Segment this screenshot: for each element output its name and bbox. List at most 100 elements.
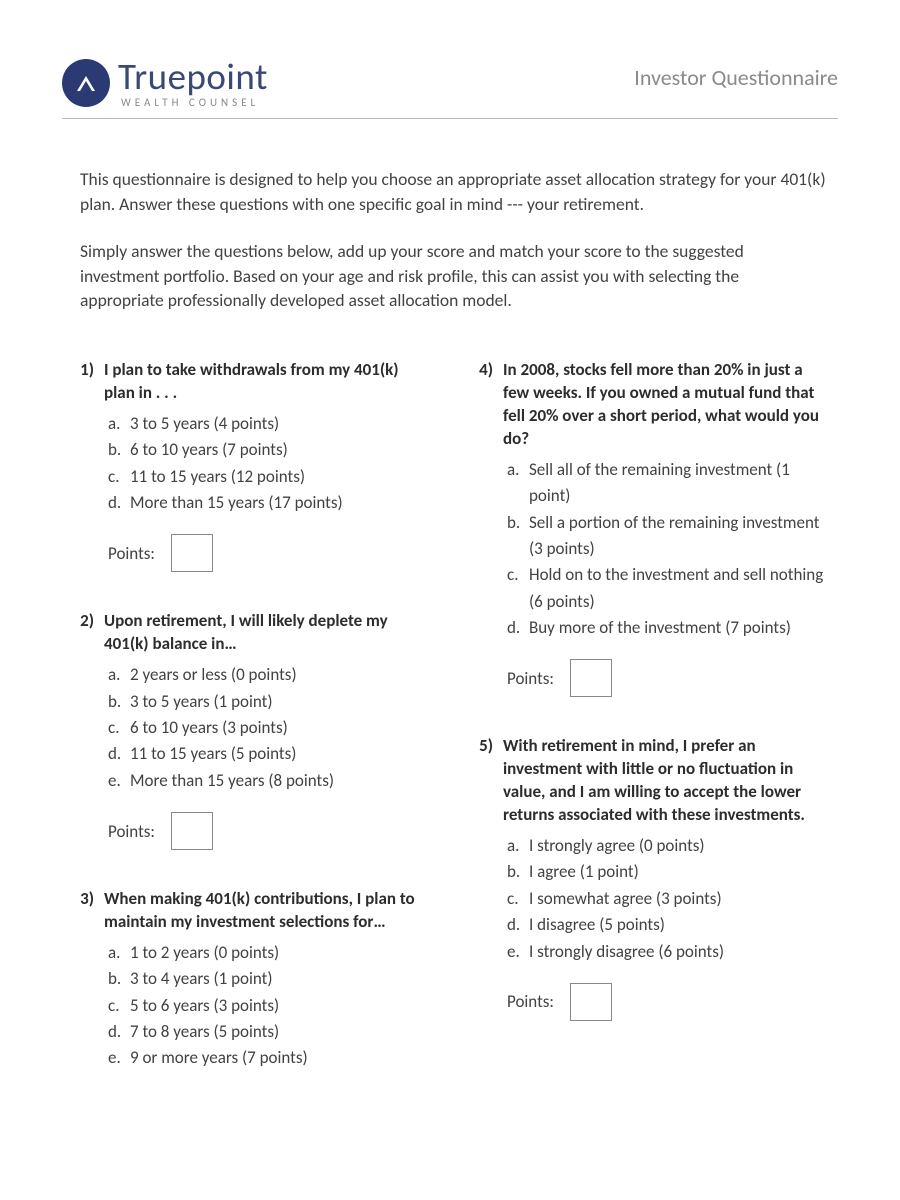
option[interactable]: d.11 to 15 years (5 points) (108, 741, 433, 767)
question-number: 1) (74, 359, 94, 380)
question-text: With retirement in mind, I prefer an inv… (503, 735, 832, 827)
option[interactable]: d.More than 15 years (17 points) (108, 490, 433, 516)
option-letter: d. (108, 490, 130, 516)
option-letter: d. (108, 741, 130, 767)
option-letter: d. (507, 912, 529, 938)
option-text: 3 to 5 years (4 points) (130, 411, 279, 437)
option-letter: e. (108, 768, 130, 794)
options-list: a.3 to 5 years (4 points)b.6 to 10 years… (108, 411, 433, 516)
points-row: Points: (108, 534, 433, 572)
options-list: a.2 years or less (0 points)b.3 to 5 yea… (108, 662, 433, 794)
option[interactable]: b.Sell a portion of the remaining invest… (507, 510, 832, 563)
option-text: 1 to 2 years (0 points) (130, 940, 279, 966)
option[interactable]: c.11 to 15 years (12 points) (108, 464, 433, 490)
option[interactable]: a.3 to 5 years (4 points) (108, 411, 433, 437)
option[interactable]: c.I somewhat agree (3 points) (507, 886, 832, 912)
page-header: Truepoint WEALTH COUNSEL Investor Questi… (62, 58, 838, 119)
question: 3)When making 401(k) contributions, I pl… (74, 888, 433, 1072)
option-letter: b. (507, 859, 529, 885)
option[interactable]: c.Hold on to the investment and sell not… (507, 562, 832, 615)
question: 5) With retirement in mind, I prefer an i… (473, 735, 832, 1020)
option[interactable]: b.6 to 10 years (7 points) (108, 437, 433, 463)
right-column: 4) In 2008, stocks fell more than 20% in … (473, 359, 832, 1109)
option-text: 3 to 4 years (1 point) (130, 966, 273, 992)
points-label: Points: (507, 991, 554, 1012)
points-label: Points: (108, 821, 155, 842)
question-number: 4) (473, 359, 493, 380)
points-input-box[interactable] (171, 812, 213, 850)
points-label: Points: (108, 543, 155, 564)
options-list: a.1 to 2 years (0 points)b.3 to 4 years … (108, 940, 433, 1072)
question-number: 2) (74, 610, 94, 631)
options-list: a.Sell all of the remaining investment (… (507, 457, 832, 641)
question: 2) Upon retirement, I will likely deplete… (74, 610, 433, 850)
option[interactable]: b.I agree (1 point) (507, 859, 832, 885)
points-label: Points: (507, 668, 554, 689)
option-letter: b. (108, 437, 130, 463)
option-letter: c. (507, 562, 529, 615)
option-letter: a. (507, 833, 529, 859)
option-letter: c. (108, 464, 130, 490)
option-letter: b. (507, 510, 529, 563)
option-text: 5 to 6 years (3 points) (130, 993, 279, 1019)
points-row: Points: (108, 812, 433, 850)
question-header: 1) I plan to take withdrawals from my 401… (74, 359, 433, 405)
question-text: In 2008, stocks fell more than 20% in ju… (503, 359, 832, 451)
option-text: I agree (1 point) (529, 859, 639, 885)
question-text: I plan to take withdrawals from my 401(k… (104, 359, 433, 405)
option-text: I somewhat agree (3 points) (529, 886, 722, 912)
option[interactable]: d.I disagree (5 points) (507, 912, 832, 938)
question-number: 3) (74, 888, 94, 909)
option[interactable]: e.9 or more years (7 points) (108, 1045, 433, 1071)
question-header: 4) In 2008, stocks fell more than 20% in … (473, 359, 832, 451)
option[interactable]: d.7 to 8 years (5 points) (108, 1019, 433, 1045)
option-text: 11 to 15 years (5 points) (130, 741, 296, 767)
question-text: Upon retirement, I will likely deplete m… (104, 610, 433, 656)
option-text: Sell all of the remaining investment (1 … (529, 457, 832, 510)
question-header: 5) With retirement in mind, I prefer an i… (473, 735, 832, 827)
option-letter: c. (507, 886, 529, 912)
points-row: Points: (507, 983, 832, 1021)
question-number: 5) (473, 735, 493, 756)
option-text: I strongly agree (0 points) (529, 833, 705, 859)
points-input-box[interactable] (570, 983, 612, 1021)
options-list: a.I strongly agree (0 points)b.I agree (… (507, 833, 832, 965)
left-column: 1) I plan to take withdrawals from my 401… (74, 359, 433, 1109)
option-letter: a. (108, 662, 130, 688)
option[interactable]: e.I strongly disagree (6 points) (507, 939, 832, 965)
option[interactable]: b.3 to 5 years (1 point) (108, 689, 433, 715)
document-title: Investor Questionnaire (634, 64, 838, 91)
question: 1) I plan to take withdrawals from my 401… (74, 359, 433, 572)
option[interactable]: d.Buy more of the investment (7 points) (507, 615, 832, 641)
option[interactable]: c.6 to 10 years (3 points) (108, 715, 433, 741)
option-text: More than 15 years (17 points) (130, 490, 343, 516)
option[interactable]: a.2 years or less (0 points) (108, 662, 433, 688)
caret-up-icon (77, 76, 95, 91)
logo-text: Truepoint WEALTH COUNSEL (118, 58, 268, 108)
option[interactable]: e.More than 15 years (8 points) (108, 768, 433, 794)
points-input-box[interactable] (570, 659, 612, 697)
question: 4) In 2008, stocks fell more than 20% in … (473, 359, 832, 697)
option-text: I strongly disagree (6 points) (529, 939, 724, 965)
option-text: Buy more of the investment (7 points) (529, 615, 791, 641)
option[interactable]: a.Sell all of the remaining investment (… (507, 457, 832, 510)
option-text: More than 15 years (8 points) (130, 768, 334, 794)
option[interactable]: a.I strongly agree (0 points) (507, 833, 832, 859)
option-text: 9 or more years (7 points) (130, 1045, 308, 1071)
logo-title: Truepoint (118, 58, 268, 95)
option-text: 6 to 10 years (7 points) (130, 437, 288, 463)
option[interactable]: c.5 to 6 years (3 points) (108, 993, 433, 1019)
option[interactable]: a.1 to 2 years (0 points) (108, 940, 433, 966)
points-input-box[interactable] (171, 534, 213, 572)
option-text: 3 to 5 years (1 point) (130, 689, 273, 715)
option-letter: d. (108, 1019, 130, 1045)
option-text: Sell a portion of the remaining investme… (529, 510, 832, 563)
option-text: Hold on to the investment and sell nothi… (529, 562, 832, 615)
intro-paragraph-2: Simply answer the questions below, add u… (62, 239, 838, 314)
option-letter: e. (507, 939, 529, 965)
option-letter: c. (108, 715, 130, 741)
option[interactable]: b.3 to 4 years (1 point) (108, 966, 433, 992)
option-letter: d. (507, 615, 529, 641)
points-row: Points: (507, 659, 832, 697)
logo-subtitle: WEALTH COUNSEL (121, 97, 268, 108)
